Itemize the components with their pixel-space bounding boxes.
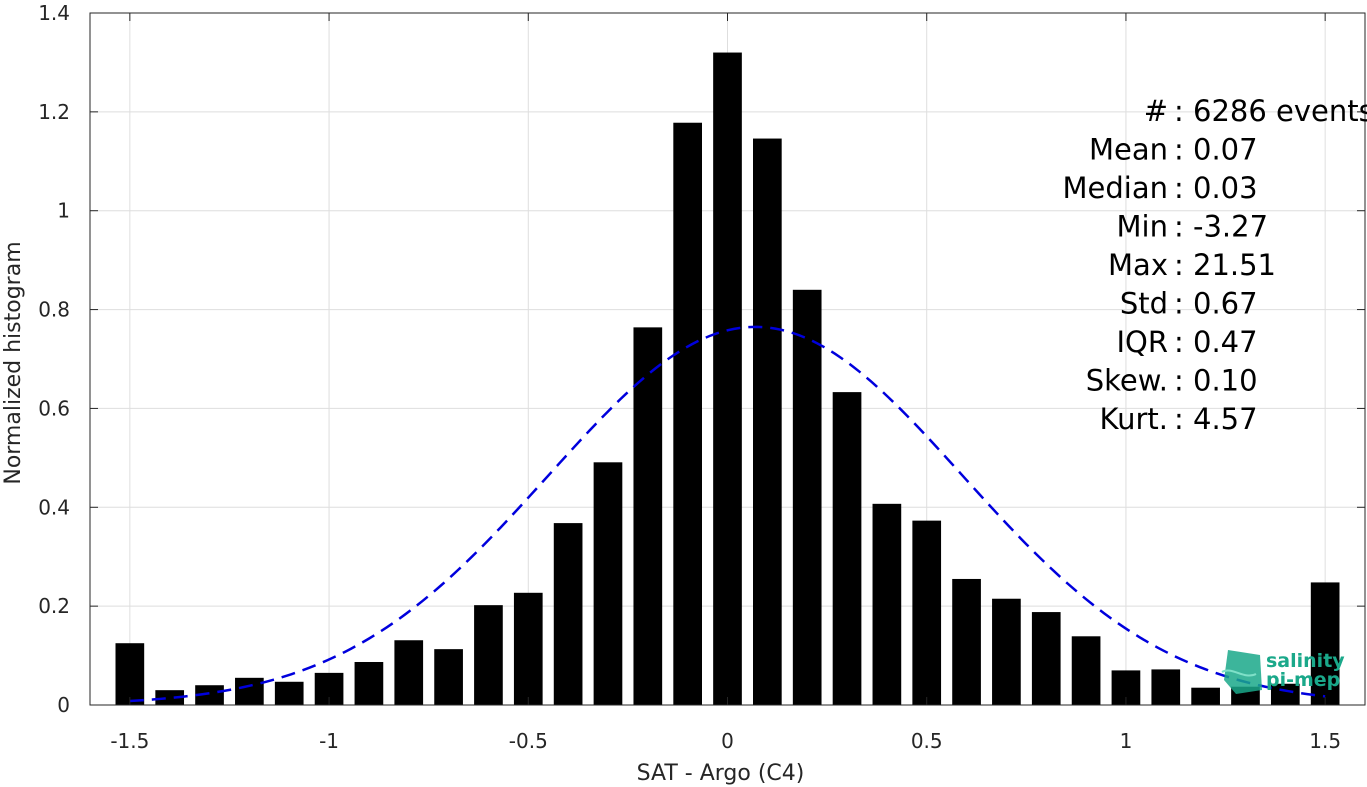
x-tick-label: 0 xyxy=(721,729,734,753)
histogram-bar xyxy=(1071,636,1101,705)
x-axis-label: SAT - Argo (C4) xyxy=(637,761,805,786)
histogram-bar xyxy=(434,649,463,705)
y-axis-label: Normalized histogram xyxy=(1,241,26,484)
histogram-bar xyxy=(872,503,902,705)
histogram-bar xyxy=(593,462,623,705)
gaussian-fit-curve xyxy=(129,325,1326,703)
histogram-bar xyxy=(394,640,424,705)
histogram-bar xyxy=(673,122,702,705)
histogram-bar xyxy=(1031,612,1061,705)
histogram-bar xyxy=(1270,683,1300,705)
histogram-bar xyxy=(1310,582,1340,705)
stat-value: : 6286 events xyxy=(1174,94,1367,128)
x-tick-label: 0.5 xyxy=(911,729,943,753)
stat-value: : 0.47 xyxy=(1174,325,1258,359)
y-tick-label: 0 xyxy=(57,693,70,717)
salinity-pi-mep-logo: salinity pi-mep xyxy=(1221,650,1345,694)
histogram-bar xyxy=(235,677,264,705)
axis-ticks xyxy=(90,12,1365,706)
histogram-bar xyxy=(155,690,185,705)
histogram-bar xyxy=(513,592,543,705)
stat-value: : 0.10 xyxy=(1174,364,1258,398)
stat-value: : 0.07 xyxy=(1174,133,1258,167)
x-tick-label: -1 xyxy=(319,729,339,753)
histogram-bar xyxy=(633,327,663,705)
stat-value: : 21.51 xyxy=(1174,248,1276,282)
y-tick-label: 0.8 xyxy=(38,298,70,322)
stat-label: Skew. xyxy=(1086,364,1168,398)
stat-label: Max xyxy=(1108,248,1168,282)
histogram-bars xyxy=(115,52,1340,706)
histogram-bar xyxy=(1191,687,1220,705)
histogram-bar xyxy=(992,598,1021,705)
y-tick-label: 0.4 xyxy=(38,495,70,519)
histogram-bar xyxy=(274,681,304,705)
logo-line1: salinity xyxy=(1266,650,1345,672)
histogram-bar xyxy=(792,289,822,705)
histogram-bar xyxy=(115,643,145,705)
stat-label: Std xyxy=(1120,287,1168,321)
histogram-bar xyxy=(553,523,583,705)
histogram-bar xyxy=(832,392,862,705)
stat-label: # xyxy=(1144,94,1168,128)
logo-line2: pi-mep xyxy=(1266,669,1340,691)
logo-wave-icon xyxy=(1221,669,1257,677)
stat-label: Kurt. xyxy=(1100,402,1168,436)
stat-value: : 0.03 xyxy=(1174,171,1258,205)
x-tick-label: 1.5 xyxy=(1309,729,1341,753)
stat-label: Median xyxy=(1063,171,1168,205)
y-tick-label: 1.2 xyxy=(38,100,70,124)
histogram-bar xyxy=(753,138,782,705)
histogram-bar xyxy=(354,661,384,705)
histogram-bar xyxy=(952,578,981,705)
logo-sea-icon xyxy=(1224,650,1262,694)
x-tick-label: -0.5 xyxy=(509,729,548,753)
histogram-bar xyxy=(195,685,224,705)
y-tick-labels: 0 0.2 0.4 0.6 0.8 1 1.2 1.4 xyxy=(38,1,70,717)
stat-label: Min xyxy=(1117,210,1168,244)
stat-value: : 4.57 xyxy=(1174,402,1258,436)
y-tick-label: 1 xyxy=(57,199,70,223)
y-tick-label: 0.2 xyxy=(38,594,70,618)
stat-label: Mean xyxy=(1089,133,1168,167)
x-tick-label: -1.5 xyxy=(110,729,149,753)
y-tick-label: 0.6 xyxy=(38,396,70,420)
histogram-bar xyxy=(474,605,503,705)
x-tick-label: 1 xyxy=(1120,729,1133,753)
histogram-bar xyxy=(912,520,942,705)
stat-value: : 0.67 xyxy=(1174,287,1258,321)
stat-label: IQR xyxy=(1116,325,1168,359)
histogram-bar xyxy=(713,52,742,706)
histogram-bar xyxy=(1151,669,1181,705)
stat-value: : -3.27 xyxy=(1174,210,1268,244)
y-tick-label: 1.4 xyxy=(38,1,70,25)
x-tick-labels: -1.5 -1 -0.5 0 0.5 1 1.5 xyxy=(110,729,1341,753)
